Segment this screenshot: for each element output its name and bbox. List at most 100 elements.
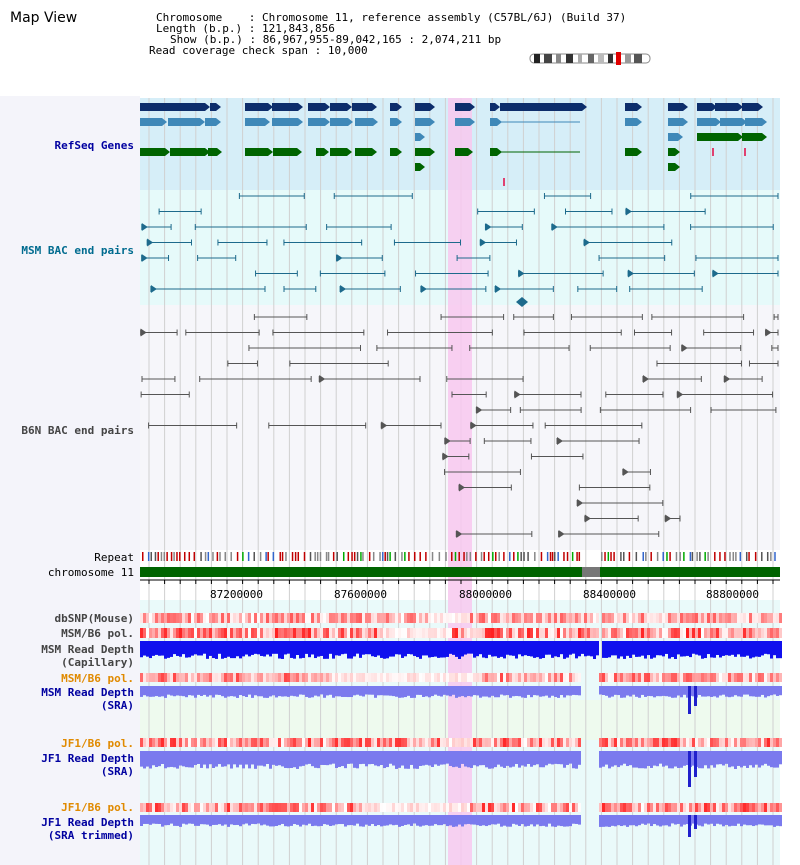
depth-bar (374, 751, 377, 766)
heat-cell (776, 738, 779, 747)
depth-bar (239, 641, 242, 659)
heat-cell (545, 613, 548, 623)
heat-cell (335, 628, 338, 638)
gene-arrow (268, 103, 273, 111)
track-label-jf1-depth-trim-sub: (SRA trimmed) (47, 829, 134, 842)
heat-cell (215, 613, 218, 623)
bac-arrow (458, 483, 465, 492)
heat-cell (518, 738, 521, 747)
heat-cell (434, 803, 437, 812)
heat-cell (155, 613, 158, 623)
heat-cell (338, 738, 341, 747)
depth-bar (527, 686, 530, 695)
heat-cell (221, 613, 224, 623)
heat-cell (338, 628, 341, 638)
heat-cell (593, 613, 596, 623)
repeat-mark (451, 552, 453, 561)
depth-bar (158, 815, 161, 824)
heat-cell (665, 613, 668, 623)
heat-cell (416, 628, 419, 638)
depth-bar (719, 686, 722, 696)
depth-bar (434, 641, 437, 657)
heat-cell (677, 803, 680, 812)
depth-bar (644, 686, 647, 697)
bac-arrow (765, 328, 772, 337)
heat-cell (617, 738, 620, 747)
repeat-mark (173, 552, 175, 561)
depth-bar (386, 641, 389, 659)
heat-cell (299, 803, 302, 812)
heat-cell (692, 738, 695, 747)
heat-cell (485, 673, 488, 682)
track-label-jf1-depth-trim[interactable]: JF1 Read Depth (41, 816, 134, 829)
track-label-msm-depth-cap[interactable]: MSM Read Depth (41, 643, 134, 656)
depth-bar (500, 686, 503, 695)
heat-cell (596, 613, 599, 623)
heat-cell (608, 628, 611, 638)
track-label-msm-depth-sra[interactable]: MSM Read Depth (41, 686, 134, 699)
depth-bar (767, 815, 770, 826)
track-label-b6n-bac[interactable]: B6N BAC end pairs (21, 424, 134, 437)
heat-cell (716, 738, 719, 747)
track-label-jf1-b6-pol[interactable]: JF1/B6 pol. (61, 737, 134, 750)
depth-bar (398, 641, 401, 655)
track-label-msm-bac[interactable]: MSM BAC end pairs (21, 244, 134, 257)
depth-bar (464, 641, 467, 655)
heat-cell (146, 738, 149, 747)
depth-bar (611, 815, 614, 826)
track-label-msm-b6-pol-2[interactable]: MSM/B6 pol. (61, 672, 134, 685)
bac-arrow (141, 254, 148, 262)
heat-cell (755, 613, 758, 623)
heat-cell (512, 613, 515, 623)
heat-cell (251, 738, 254, 747)
heat-cell (623, 613, 626, 623)
track-label-refseq[interactable]: RefSeq Genes (54, 139, 134, 152)
depth-bar (197, 641, 200, 656)
heat-cell (566, 738, 569, 747)
heat-cell (542, 738, 545, 747)
track-label-jf1-b6-pol-2[interactable]: JF1/B6 pol. (61, 801, 134, 814)
heat-cell (623, 673, 626, 682)
depth-bar (656, 641, 659, 656)
chromosome-ideogram[interactable] (528, 52, 653, 65)
track-label-jf1-depth-sra[interactable]: JF1 Read Depth (41, 752, 134, 765)
depth-bar (248, 815, 251, 826)
depth-bar (692, 815, 695, 824)
heat-cell (353, 803, 356, 812)
heat-cell (614, 738, 617, 747)
heat-cell (632, 738, 635, 747)
heat-cell (761, 803, 764, 812)
heat-cell (179, 803, 182, 812)
depth-bar (641, 686, 644, 695)
heat-cell (176, 738, 179, 747)
heat-cell (455, 738, 458, 747)
heat-cell (197, 803, 200, 812)
heat-cell (317, 628, 320, 638)
depth-bar (149, 686, 152, 697)
depth-bar (332, 641, 335, 659)
repeat-mark (316, 552, 319, 561)
depth-bar (323, 641, 326, 659)
track-label-dbsnp[interactable]: dbSNP(Mouse) (54, 612, 134, 625)
heat-cell (752, 803, 755, 812)
depth-bar (185, 641, 188, 658)
heat-cell (659, 628, 662, 638)
depth-bar (725, 815, 728, 825)
heat-cell (368, 803, 371, 812)
depth-bar (536, 686, 539, 696)
repeat-mark (272, 552, 275, 561)
heat-cell (434, 738, 437, 747)
depth-bar (146, 641, 149, 657)
heat-cell (479, 613, 482, 623)
bac-arrow (665, 514, 672, 523)
heat-cell (404, 613, 407, 623)
heat-cell (710, 613, 713, 623)
depth-bar (320, 751, 323, 765)
heat-cell (521, 673, 524, 682)
heat-cell (161, 738, 164, 747)
depth-bar (710, 751, 713, 766)
depth-bar (728, 751, 731, 768)
track-label-msm-b6-pol[interactable]: MSM/B6 pol. (61, 627, 134, 640)
heat-cell (464, 673, 467, 682)
